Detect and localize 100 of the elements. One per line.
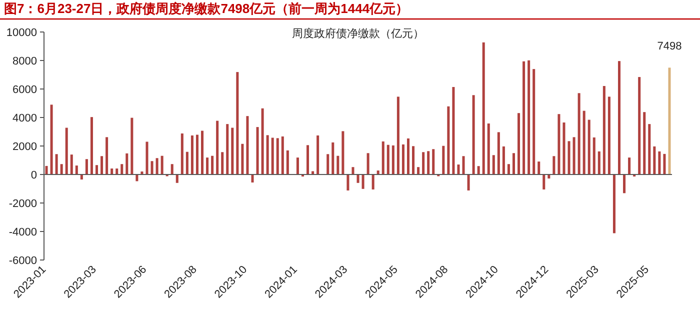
bar xyxy=(70,154,73,174)
y-tick-label: -6000 xyxy=(8,255,37,267)
bar xyxy=(372,174,374,190)
bar xyxy=(396,96,400,174)
chart-title: 图7：6月23-27日，政府债周度净缴款7498亿元（前一周为1444亿元） xyxy=(4,1,409,16)
bar xyxy=(306,145,310,174)
bar xyxy=(332,142,334,174)
bar xyxy=(251,174,254,182)
bar xyxy=(638,77,641,174)
bar xyxy=(366,153,370,174)
bar xyxy=(412,146,415,174)
bar xyxy=(602,86,606,174)
bar xyxy=(502,146,505,174)
bar xyxy=(432,149,435,174)
y-tick-label: 8000 xyxy=(12,56,37,68)
bar xyxy=(256,127,259,174)
bar xyxy=(492,155,495,174)
bar xyxy=(582,110,586,174)
y-tick-label: 2000 xyxy=(12,141,37,153)
bar xyxy=(160,156,164,174)
bar xyxy=(648,124,651,174)
bar xyxy=(55,154,58,174)
bar xyxy=(663,154,666,174)
bar xyxy=(80,174,83,180)
bar xyxy=(472,95,475,174)
bar xyxy=(512,153,515,174)
bar xyxy=(126,153,128,174)
bar xyxy=(296,158,299,174)
bar xyxy=(211,156,214,174)
bar xyxy=(422,152,425,174)
bar xyxy=(406,138,410,174)
bar xyxy=(116,168,118,174)
bar xyxy=(518,113,520,174)
bar xyxy=(196,134,198,174)
bar xyxy=(75,166,78,174)
bar xyxy=(542,174,546,190)
bar xyxy=(90,117,93,174)
bar xyxy=(356,174,360,183)
bar xyxy=(482,42,485,174)
bar xyxy=(417,167,420,174)
bar xyxy=(146,142,148,174)
bar xyxy=(658,151,661,174)
y-tick-label: -4000 xyxy=(8,226,37,238)
bar xyxy=(568,141,570,174)
bar xyxy=(382,141,384,174)
bar xyxy=(130,118,134,174)
bar xyxy=(120,164,124,174)
bar xyxy=(50,104,53,174)
bar xyxy=(386,144,390,174)
bar xyxy=(457,164,460,174)
bar xyxy=(528,60,530,174)
bar xyxy=(487,123,490,174)
bar xyxy=(110,168,114,174)
bar xyxy=(231,128,234,174)
bar xyxy=(558,114,560,174)
bar xyxy=(588,120,590,174)
bar xyxy=(190,135,194,174)
bar xyxy=(608,96,610,174)
bar xyxy=(623,174,626,194)
bar xyxy=(100,156,104,174)
bar xyxy=(643,112,646,174)
bar xyxy=(266,135,269,174)
bar xyxy=(578,93,580,174)
bar xyxy=(186,152,188,174)
bar xyxy=(628,158,631,174)
bar xyxy=(653,146,656,174)
y-tick-label: 4000 xyxy=(12,112,37,124)
bar xyxy=(246,116,249,174)
bar xyxy=(598,151,600,174)
bar xyxy=(668,68,671,174)
bar xyxy=(241,144,244,174)
y-tick-label: -2000 xyxy=(8,198,37,210)
bar xyxy=(201,130,204,174)
bar xyxy=(447,106,450,174)
bar xyxy=(462,156,465,174)
bar xyxy=(95,165,98,174)
bar xyxy=(336,156,340,174)
bar xyxy=(467,174,470,190)
bar xyxy=(442,146,445,174)
bar xyxy=(106,137,108,174)
bar xyxy=(170,164,174,174)
bar xyxy=(221,152,224,174)
bar xyxy=(618,61,621,174)
bar xyxy=(216,120,219,174)
bar xyxy=(427,151,430,174)
bar xyxy=(522,61,526,174)
bar xyxy=(362,174,364,189)
y-tick-label: 6000 xyxy=(12,84,37,96)
y-tick-label: 10000 xyxy=(6,27,37,39)
bar xyxy=(572,137,576,174)
bar xyxy=(507,164,510,174)
bar xyxy=(562,122,566,174)
bar xyxy=(452,87,455,174)
bar xyxy=(156,158,158,174)
bar xyxy=(136,174,138,182)
bar xyxy=(206,158,209,174)
bar xyxy=(326,154,330,174)
bar xyxy=(316,135,320,174)
bar xyxy=(286,150,289,174)
bar xyxy=(392,145,394,174)
